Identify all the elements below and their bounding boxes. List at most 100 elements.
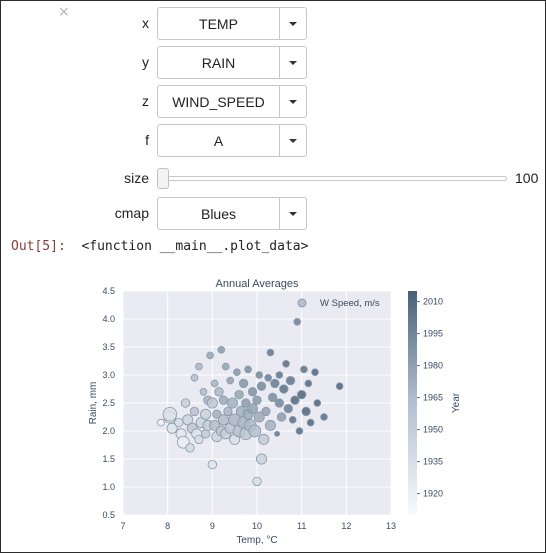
scatter-point — [275, 371, 284, 379]
scatter-point — [180, 398, 191, 408]
size-slider-value: 100 — [515, 170, 539, 186]
dropdown-z[interactable]: WIND_SPEED — [157, 85, 307, 118]
dropdown-cmap-value: Blues — [158, 198, 280, 229]
control-row-size: size 100 — [1, 162, 546, 194]
output-prompt: Out[5]: — [11, 239, 66, 254]
scatter-point — [241, 398, 251, 408]
scatter-point — [206, 351, 214, 360]
scatter-point — [247, 403, 259, 415]
scatter-point — [157, 418, 165, 427]
scatter-point — [295, 427, 304, 435]
scatter-point — [214, 387, 224, 397]
scatter-point — [212, 409, 222, 419]
y-tick-label: 1.5 — [102, 454, 115, 464]
chart-title: Annual Averages — [216, 278, 299, 290]
dropdown-cmap[interactable]: Blues — [157, 197, 307, 230]
x-axis-label: Temp, °C — [236, 535, 277, 546]
scatter-point — [335, 382, 344, 390]
control-label-f: f — [145, 132, 149, 148]
output-text: <function __main__.plot_data> — [81, 239, 309, 254]
dropdown-x[interactable]: TEMP — [157, 7, 307, 40]
control-label-y: y — [142, 54, 149, 70]
scatter-point — [234, 389, 244, 400]
scatter-point — [207, 459, 217, 470]
scatter-point — [274, 430, 281, 437]
x-tick-label: 10 — [252, 521, 262, 531]
colorbar-tick-label: 1950 — [423, 425, 443, 435]
x-tick-label: 8 — [165, 521, 170, 531]
scatter-point — [267, 392, 278, 403]
chevron-down-icon[interactable] — [280, 8, 306, 39]
close-icon[interactable]: × — [58, 4, 70, 20]
scatter-point — [162, 406, 178, 422]
size-slider-handle[interactable] — [157, 168, 169, 189]
scatter-point — [166, 422, 178, 434]
scatter-point — [226, 397, 238, 409]
scatter-point — [206, 397, 218, 409]
chevron-down-icon[interactable] — [280, 47, 306, 78]
scatter-point — [174, 417, 184, 428]
x-tick-label: 11 — [297, 521, 306, 531]
dropdown-f[interactable]: A — [157, 124, 307, 157]
scatter-point — [270, 378, 280, 389]
scatter-point — [279, 384, 289, 394]
scatter-point — [221, 362, 230, 371]
y-tick-label: 1.0 — [102, 482, 115, 492]
colorbar-tick-label: 1980 — [423, 361, 443, 371]
chevron-down-icon[interactable] — [280, 125, 306, 156]
legend-marker — [297, 298, 307, 308]
y-tick-label: 3.5 — [102, 342, 115, 352]
scatter-point — [217, 414, 229, 426]
dropdown-y[interactable]: RAIN — [157, 46, 307, 79]
scatter-point — [238, 378, 249, 389]
y-tick-label: 2.5 — [102, 398, 115, 408]
scatter-point — [276, 412, 287, 422]
scatter-point — [255, 371, 264, 379]
scatter-point — [252, 395, 262, 405]
size-slider-track[interactable] — [157, 176, 507, 181]
colorbar-label: Year — [451, 392, 462, 413]
control-label-cmap: cmap — [114, 205, 149, 221]
scatter-point — [300, 365, 308, 374]
scatter-point — [255, 453, 267, 465]
dropdown-z-value: WIND_SPEED — [158, 86, 280, 117]
scatter-point — [283, 403, 293, 414]
scatter-point — [290, 395, 300, 405]
scatter-point — [311, 368, 319, 376]
y-tick-label: 0.5 — [102, 510, 115, 520]
scatter-point — [320, 413, 328, 421]
control-label-size: size — [124, 170, 149, 186]
y-axis-label: Rain, mm — [88, 382, 99, 425]
scatter-point — [293, 317, 302, 326]
scatter-point — [261, 406, 271, 417]
x-tick-label: 13 — [386, 521, 396, 531]
x-tick-labels: 7 8 9 10 11 12 13 — [120, 521, 396, 531]
control-row-f: f A — [1, 124, 546, 157]
scatter-point — [223, 406, 233, 417]
colorbar — [408, 291, 417, 515]
scatter-point — [252, 476, 262, 487]
control-row-cmap: cmap Blues — [1, 197, 546, 230]
scatter-point — [189, 406, 200, 417]
scatter-point — [253, 411, 265, 423]
y-tick-label: 3.0 — [102, 370, 115, 380]
scatter-point — [200, 408, 212, 420]
control-label-z: z — [142, 93, 149, 109]
chevron-down-icon[interactable] — [280, 198, 306, 229]
scatter-point — [285, 375, 296, 386]
scatter-point — [288, 416, 297, 424]
colorbar-tick-label: 2010 — [423, 297, 443, 307]
scatter-point — [264, 419, 276, 431]
control-row-z: z WIND_SPEED — [1, 85, 546, 118]
scatter-point — [304, 379, 313, 388]
scatter-point — [313, 399, 322, 407]
colorbar-tick-label: 1920 — [423, 489, 443, 499]
scatter-point — [301, 406, 311, 417]
legend-label: W Speed, m/s — [320, 298, 380, 309]
scatter-point — [306, 418, 315, 427]
scatter-point — [282, 360, 290, 368]
chevron-down-icon[interactable] — [280, 86, 306, 117]
scatter-point — [217, 346, 226, 354]
scatter-point — [199, 388, 208, 396]
